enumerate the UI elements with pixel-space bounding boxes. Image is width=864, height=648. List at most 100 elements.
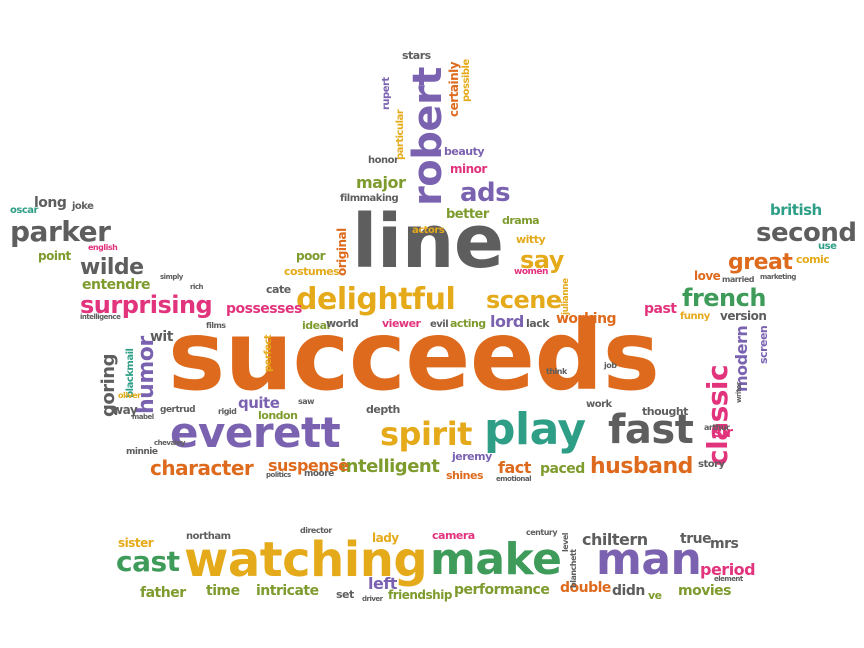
word-better: better — [446, 207, 489, 222]
word-play: play — [484, 404, 586, 455]
word-great: great — [728, 250, 793, 275]
word-wit: wit — [150, 329, 173, 345]
word-scene: scene — [486, 286, 562, 314]
word-particular: particular — [395, 109, 406, 160]
word-thought: thought — [642, 405, 688, 418]
word-didn: didn — [612, 583, 645, 599]
word-everett: everett — [170, 408, 341, 457]
word-father: father — [140, 585, 186, 601]
word-love: love — [694, 269, 721, 283]
word-period: period — [700, 560, 756, 579]
word-element: element — [714, 575, 743, 583]
word-suspense: suspense — [268, 456, 349, 475]
word-arthur: arthur — [704, 423, 730, 432]
word-point: point — [38, 249, 71, 263]
word-performance: performance — [454, 582, 550, 598]
word-think: think — [546, 367, 567, 376]
word-parker: parker — [10, 215, 111, 248]
word-acting: acting — [450, 317, 486, 330]
word-politics: politics — [266, 471, 291, 479]
word-robert: robert — [405, 67, 451, 206]
word-women: women — [514, 267, 548, 277]
word-ideal: ideal — [302, 319, 330, 332]
word-sir: sir — [714, 425, 733, 441]
word-director: director — [300, 526, 332, 535]
word-witty: witty — [516, 233, 546, 246]
word-drama: drama — [502, 214, 540, 227]
word-mabel: mabel — [132, 413, 154, 421]
word-shines: shines — [446, 469, 484, 482]
word-watching: watching — [184, 532, 428, 588]
word-time: time — [206, 583, 240, 599]
word-chiltern: chiltern — [582, 530, 648, 549]
word-ads: ads — [460, 178, 511, 208]
word-funny: funny — [680, 311, 710, 322]
word-succeeds: succeeds — [168, 300, 660, 412]
word-working: working — [556, 311, 617, 327]
word-actors: actors — [412, 225, 445, 236]
word-world: world — [326, 317, 359, 330]
word-mrs: mrs — [710, 536, 739, 552]
word-long: long — [34, 195, 67, 211]
word-wilde: wilde — [80, 255, 144, 280]
word-saw: saw — [298, 397, 315, 406]
word-true: true — [680, 531, 712, 547]
word-character: character — [150, 456, 254, 480]
word-surprising: surprising — [80, 291, 213, 319]
word-delightful: delightful — [296, 282, 456, 317]
word-left: left — [368, 574, 397, 593]
word-story: story — [698, 459, 725, 470]
word-major: major — [356, 173, 406, 192]
word-job: job — [604, 361, 617, 370]
word-london: london — [258, 409, 298, 422]
word-way: way — [112, 403, 138, 417]
word-oscar: oscar — [10, 205, 38, 216]
word-films: films — [206, 321, 226, 330]
word-moore: moore — [304, 469, 334, 479]
word-version: version — [720, 309, 767, 323]
word-sister: sister — [118, 536, 154, 550]
word-past: past — [644, 301, 677, 317]
word-intelligence: intelligence — [80, 313, 121, 321]
word-spirit: spirit — [380, 415, 472, 453]
word-marketing: marketing — [760, 273, 796, 281]
word-married: married — [722, 275, 755, 284]
word-classic: classic — [701, 364, 734, 466]
word-costumes: costumes — [284, 265, 340, 278]
word-gertrud: gertrud — [160, 405, 196, 415]
word-camera: camera — [432, 529, 475, 542]
word-use: use — [818, 241, 837, 252]
word-line: line — [352, 199, 504, 285]
word-possible: possible — [461, 59, 472, 102]
word-movies: movies — [678, 583, 731, 599]
word-honor: honor — [368, 155, 399, 166]
word-lack: lack — [526, 317, 550, 330]
word-french: french — [682, 284, 766, 312]
word-depth: depth — [366, 403, 400, 416]
word-humor: humor — [134, 336, 159, 414]
word-possesses: possesses — [226, 301, 302, 317]
word-work: work — [586, 399, 612, 410]
word-rupert: rupert — [381, 77, 392, 110]
word-joke: joke — [72, 201, 94, 212]
word-oliver: oliver — [118, 391, 141, 400]
word-perfect: perfect — [263, 334, 274, 372]
word-cate: cate — [266, 283, 291, 296]
word-screen: screen — [757, 325, 770, 364]
word-husband: husband — [590, 454, 693, 479]
word-make: make — [430, 534, 562, 585]
word-rich: rich — [190, 283, 203, 291]
word-chevaley: chevaley — [154, 439, 185, 447]
word-blanchett: blanchett — [569, 549, 578, 589]
word-set: set — [336, 588, 354, 601]
word-lady: lady — [372, 531, 399, 545]
word-comic: comic — [796, 253, 830, 266]
word-rigid: rigid — [218, 407, 237, 416]
word-second: second — [756, 218, 857, 248]
word-writer: writer — [735, 382, 743, 404]
word-double: double — [560, 580, 611, 596]
word-intricate: intricate — [256, 583, 319, 599]
word-century: century — [526, 528, 558, 537]
word-quite: quite — [238, 394, 280, 412]
